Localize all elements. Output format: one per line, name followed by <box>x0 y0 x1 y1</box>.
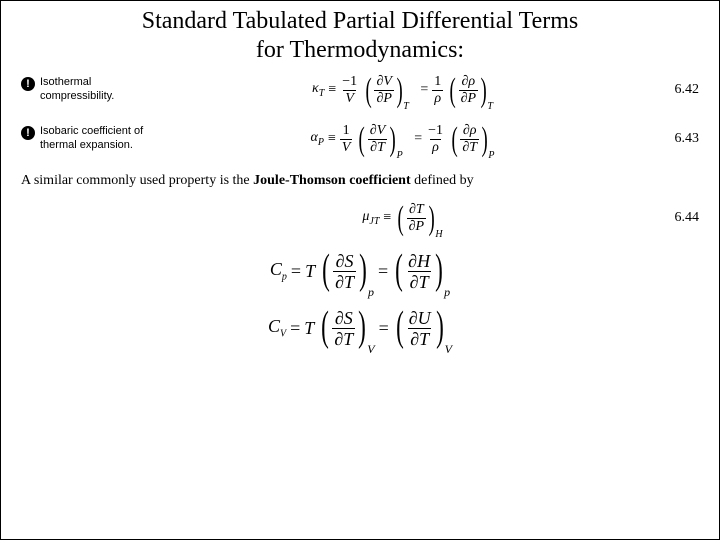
note-text-isobaric: Isobaric coefficient of thermal expansio… <box>40 125 156 153</box>
frac-1-over-V: 1 V <box>340 124 353 155</box>
equation-cp: Cp = T ( ∂S ∂T ) p = ( ∂H ∂T <box>21 252 699 291</box>
exclamation-icon: ! <box>21 77 35 91</box>
equation-number-644: 6.44 <box>649 210 699 226</box>
note-text-isothermal: Isothermal compressibility. <box>40 76 156 104</box>
equation-cv: CV = T ( ∂S ∂T ) V = ( ∂U ∂T <box>21 309 699 348</box>
paren-dH-dT-p: ( ∂H ∂T ) p <box>392 252 450 291</box>
frac-neg1-over-V: −1 V <box>340 75 359 106</box>
equation-kappa: κT ≡ −1 V ( ∂V ∂P ) T = <box>156 75 649 106</box>
title-line-2: for Thermodynamics: <box>256 37 464 63</box>
slide: Standard Tabulated Partial Differential … <box>0 0 720 540</box>
margin-note-isobaric: ! Isobaric coefficient of thermal expans… <box>21 125 156 153</box>
equation-number-642: 6.42 <box>649 82 699 98</box>
frac-1-over-rho: 1 ρ <box>432 75 443 106</box>
paren-drho-dT: ( ∂ρ ∂T ) P <box>449 124 494 155</box>
equation-row-mujt: !x μJT ≡ ( ∂T ∂P ) H 6.44 <box>21 203 699 234</box>
joule-thomson-sentence: A similar commonly used property is the … <box>21 173 699 189</box>
paren-dT-dP: ( ∂T ∂P ) H <box>395 203 442 234</box>
paren-dV-dP: ( ∂V ∂P ) T <box>363 75 409 106</box>
paren-dS-dT-v: ( ∂S ∂T ) V <box>318 309 374 348</box>
paren-dU-dT-v: ( ∂U ∂T ) V <box>393 309 452 348</box>
exclamation-icon: ! <box>21 126 35 140</box>
equation-alpha: αP ≡ 1 V ( ∂V ∂T ) P = <box>156 124 649 155</box>
frac-neg1-over-rho: −1 ρ <box>426 124 445 155</box>
equation-row-cv: CV = T ( ∂S ∂T ) V = ( ∂U ∂T <box>21 309 699 348</box>
page-title: Standard Tabulated Partial Differential … <box>21 7 699 65</box>
margin-note-isothermal: ! Isothermal compressibility. <box>21 76 156 104</box>
paren-drho-dP: ( ∂ρ ∂P ) T <box>447 75 493 106</box>
equation-row-kappa: ! Isothermal compressibility. κT ≡ −1 V … <box>21 75 699 106</box>
equation-row-alpha: ! Isobaric coefficient of thermal expans… <box>21 124 699 155</box>
title-line-1: Standard Tabulated Partial Differential … <box>142 8 579 34</box>
equation-number-643: 6.43 <box>649 131 699 147</box>
equation-row-cp: Cp = T ( ∂S ∂T ) p = ( ∂H ∂T <box>21 252 699 291</box>
paren-dS-dT-p: ( ∂S ∂T ) p <box>319 252 374 291</box>
equation-mujt: μJT ≡ ( ∂T ∂P ) H <box>156 203 649 234</box>
paren-dV-dT: ( ∂V ∂T ) P <box>356 124 402 155</box>
